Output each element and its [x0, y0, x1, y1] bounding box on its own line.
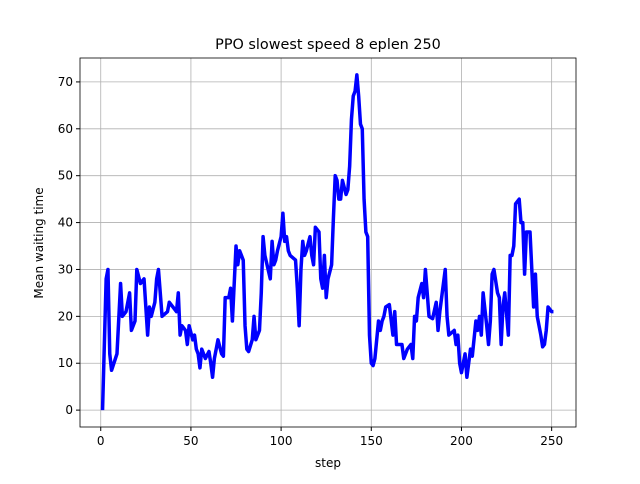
x-tick-label: 0	[97, 434, 105, 448]
y-tick-label: 40	[58, 216, 73, 230]
plot-frame	[79, 57, 577, 428]
data-line	[100, 73, 554, 411]
chart-title: PPO slowest speed 8 eplen 250	[215, 37, 441, 53]
y-tick-label: 0	[65, 403, 73, 417]
x-tick-label: 100	[270, 434, 293, 448]
x-tick-label: 50	[183, 434, 198, 448]
x-tick-label: 250	[540, 434, 563, 448]
y-tick-label: 10	[58, 356, 73, 370]
x-tick-label: 200	[450, 434, 473, 448]
y-tick-label: 30	[58, 262, 73, 276]
x-axis-label: step	[315, 456, 341, 470]
y-tick-label: 50	[58, 169, 73, 183]
x-tick-label: 150	[360, 434, 383, 448]
y-axis-label: Mean waiting time	[32, 187, 46, 298]
y-tick-label: 60	[58, 122, 73, 136]
y-tick-label: 20	[58, 309, 73, 323]
y-tick-label: 70	[58, 75, 73, 89]
